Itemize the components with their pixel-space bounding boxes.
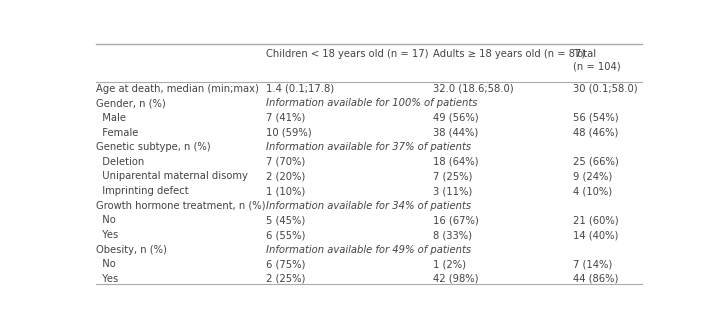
- Text: 42 (98%): 42 (98%): [433, 274, 479, 284]
- Text: 2 (25%): 2 (25%): [266, 274, 305, 284]
- Text: No: No: [96, 259, 115, 269]
- Text: 32.0 (18.6;58.0): 32.0 (18.6;58.0): [433, 84, 514, 93]
- Text: 30 (0.1;58.0): 30 (0.1;58.0): [572, 84, 637, 93]
- Text: 3 (11%): 3 (11%): [433, 186, 472, 196]
- Text: Male: Male: [96, 113, 125, 123]
- Text: 16 (67%): 16 (67%): [433, 215, 479, 225]
- Text: 10 (59%): 10 (59%): [266, 128, 311, 137]
- Text: 44 (86%): 44 (86%): [572, 274, 618, 284]
- Text: 25 (66%): 25 (66%): [572, 157, 618, 167]
- Text: Total
(n = 104): Total (n = 104): [572, 50, 621, 71]
- Text: 4 (10%): 4 (10%): [572, 186, 612, 196]
- Text: 38 (44%): 38 (44%): [433, 128, 478, 137]
- Text: Children < 18 years old (n = 17): Children < 18 years old (n = 17): [266, 50, 428, 59]
- Text: 1.4 (0.1;17.8): 1.4 (0.1;17.8): [266, 84, 334, 93]
- Text: Uniparental maternal disomy: Uniparental maternal disomy: [96, 172, 248, 181]
- Text: 2 (20%): 2 (20%): [266, 172, 305, 181]
- Text: 1 (10%): 1 (10%): [266, 186, 305, 196]
- Text: Adults ≥ 18 years old (n = 87): Adults ≥ 18 years old (n = 87): [433, 50, 585, 59]
- Text: 49 (56%): 49 (56%): [433, 113, 479, 123]
- Text: 6 (55%): 6 (55%): [266, 230, 305, 240]
- Text: Yes: Yes: [96, 274, 118, 284]
- Text: Age at death, median (min;max): Age at death, median (min;max): [96, 84, 258, 93]
- Text: 56 (54%): 56 (54%): [572, 113, 618, 123]
- Text: Information available for 49% of patients: Information available for 49% of patient…: [266, 245, 471, 255]
- Text: Genetic subtype, n (%): Genetic subtype, n (%): [96, 142, 210, 152]
- Text: Yes: Yes: [96, 230, 118, 240]
- Text: 7 (14%): 7 (14%): [572, 259, 612, 269]
- Text: Gender, n (%): Gender, n (%): [96, 98, 166, 108]
- Text: 7 (25%): 7 (25%): [433, 172, 472, 181]
- Text: 21 (60%): 21 (60%): [572, 215, 618, 225]
- Text: Information available for 100% of patients: Information available for 100% of patien…: [266, 98, 477, 108]
- Text: 9 (24%): 9 (24%): [572, 172, 612, 181]
- Text: Imprinting defect: Imprinting defect: [96, 186, 188, 196]
- Text: 18 (64%): 18 (64%): [433, 157, 479, 167]
- Text: 6 (75%): 6 (75%): [266, 259, 305, 269]
- Text: Obesity, n (%): Obesity, n (%): [96, 245, 166, 255]
- Text: 5 (45%): 5 (45%): [266, 215, 305, 225]
- Text: Deletion: Deletion: [96, 157, 144, 167]
- Text: No: No: [96, 215, 115, 225]
- Text: Growth hormone treatment, n (%): Growth hormone treatment, n (%): [96, 201, 265, 211]
- Text: Information available for 37% of patients: Information available for 37% of patient…: [266, 142, 471, 152]
- Text: 7 (41%): 7 (41%): [266, 113, 305, 123]
- Text: 1 (2%): 1 (2%): [433, 259, 466, 269]
- Text: 14 (40%): 14 (40%): [572, 230, 618, 240]
- Text: 8 (33%): 8 (33%): [433, 230, 472, 240]
- Text: 48 (46%): 48 (46%): [572, 128, 618, 137]
- Text: Female: Female: [96, 128, 138, 137]
- Text: 7 (70%): 7 (70%): [266, 157, 305, 167]
- Text: Information available for 34% of patients: Information available for 34% of patient…: [266, 201, 471, 211]
